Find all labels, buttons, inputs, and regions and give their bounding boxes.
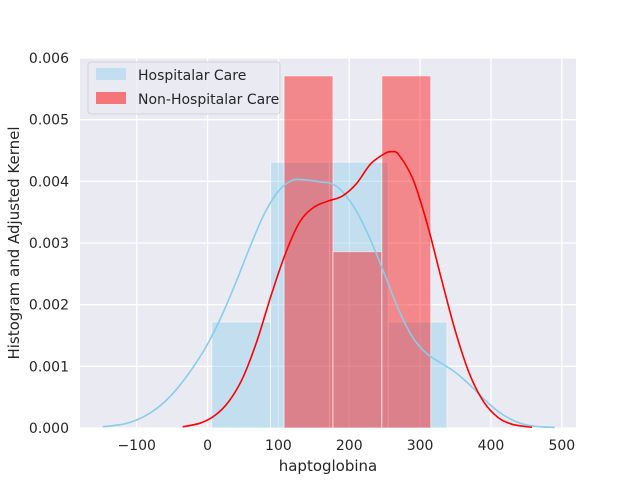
x-tick-label-0: −100 (117, 438, 155, 454)
x-tick-label-1: 0 (203, 438, 212, 454)
x-ticks: −100 0 100 200 300 400 500 (117, 438, 575, 454)
x-tick-label-4: 300 (407, 438, 434, 454)
x-tick-label-6: 500 (548, 438, 575, 454)
y-tick-label-0: 0.000 (29, 421, 69, 437)
y-axis-label: Histogram and Adjusted Kernel (5, 126, 23, 359)
y-tick-label-6: 0.006 (29, 51, 69, 67)
legend: Hospitalar Care Non-Hospitalar Care (87, 61, 281, 115)
bar-series-0-bin-3 (387, 321, 448, 429)
bar-series-0-bin-2 (328, 161, 389, 429)
legend-label-1: Non-Hospitalar Care (138, 92, 279, 108)
y-tick-label-5: 0.005 (29, 113, 69, 129)
legend-swatch-0 (96, 68, 126, 80)
bar-series-1-bin-2 (381, 75, 432, 429)
grid (80, 57, 576, 429)
x-axis-label: haptoglobina (279, 457, 378, 475)
y-tick-label-4: 0.004 (29, 174, 69, 190)
bar-series-1-bin-0 (283, 75, 334, 429)
bar-series-1-bin-1 (332, 251, 383, 429)
legend-box (87, 61, 281, 115)
histogram-bars (211, 75, 448, 429)
y-ticks: 0.000 0.001 0.002 0.003 0.004 0.005 0.006 (29, 51, 69, 437)
legend-swatch-1 (96, 92, 126, 104)
x-tick-label-3: 200 (336, 438, 363, 454)
bar-series-0-bin-0 (211, 321, 272, 429)
y-tick-label-3: 0.003 (29, 236, 69, 252)
kde-curves (102, 150, 555, 429)
legend-label-0: Hospitalar Care (138, 68, 246, 84)
y-tick-label-1: 0.001 (29, 359, 69, 375)
y-tick-label-2: 0.002 (29, 298, 69, 314)
x-tick-label-2: 100 (265, 438, 292, 454)
x-tick-label-5: 400 (478, 438, 505, 454)
kde-line-series-1 (182, 150, 533, 429)
